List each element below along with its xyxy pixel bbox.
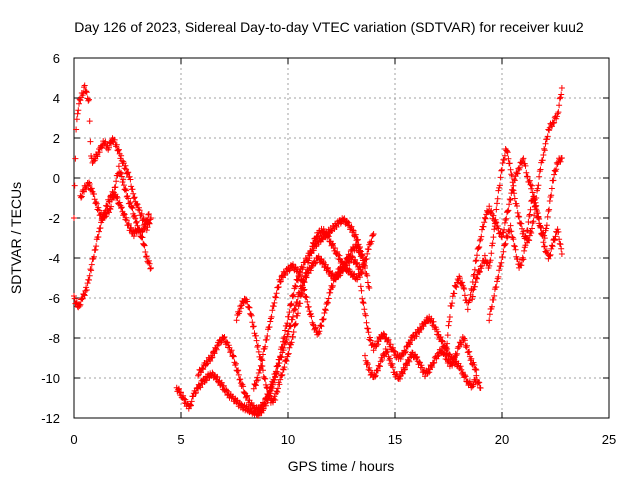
series-1-markers [71,82,154,234]
series-2 [71,188,154,311]
y-tick-label: -10 [41,371,60,386]
y-axis-label: SDTVAR / TECUs [8,182,24,294]
y-tick-label: -8 [48,331,60,346]
x-axis: 0 5 10 15 20 25 [70,58,616,447]
x-tick-label: 0 [70,432,77,447]
x-tick-label: 20 [495,432,509,447]
x-axis-label: GPS time / hours [288,458,395,474]
y-tick-label: 4 [53,91,60,106]
plot-frame [73,57,610,419]
series-11-markers [469,85,565,303]
series-1 [71,82,154,234]
series-11 [469,85,565,303]
series-6 [233,225,368,406]
data-points [71,82,565,419]
series-12 [486,195,565,324]
chart-title: Day 126 of 2023, Sidereal Day-to-day VTE… [74,19,584,35]
series-9 [362,334,480,382]
y-tick-label: 2 [53,131,60,146]
y-tick-label: -2 [48,211,60,226]
series-3-markers [77,163,152,240]
x-tick-label: 25 [602,432,616,447]
series-9-markers [362,334,480,382]
series-6-markers [233,225,368,406]
series-7 [250,231,377,392]
series-5-markers [195,215,373,415]
y-tick-label: -6 [48,291,60,306]
y-tick-label: -4 [48,251,60,266]
series-2-markers [71,188,154,311]
y-axis: -12 -10 -8 -6 -4 -2 0 2 4 6 [41,51,609,426]
x-tick-label: 5 [177,432,184,447]
y-tick-label: 0 [53,171,60,186]
series-3 [77,163,152,240]
y-tick-label: 6 [53,51,60,66]
x-tick-label: 10 [281,432,295,447]
series-12-markers [486,195,565,324]
y-tick-label: -12 [41,411,60,426]
x-tick-label: 15 [388,432,402,447]
series-7-markers [250,231,377,392]
series-5 [195,215,373,415]
